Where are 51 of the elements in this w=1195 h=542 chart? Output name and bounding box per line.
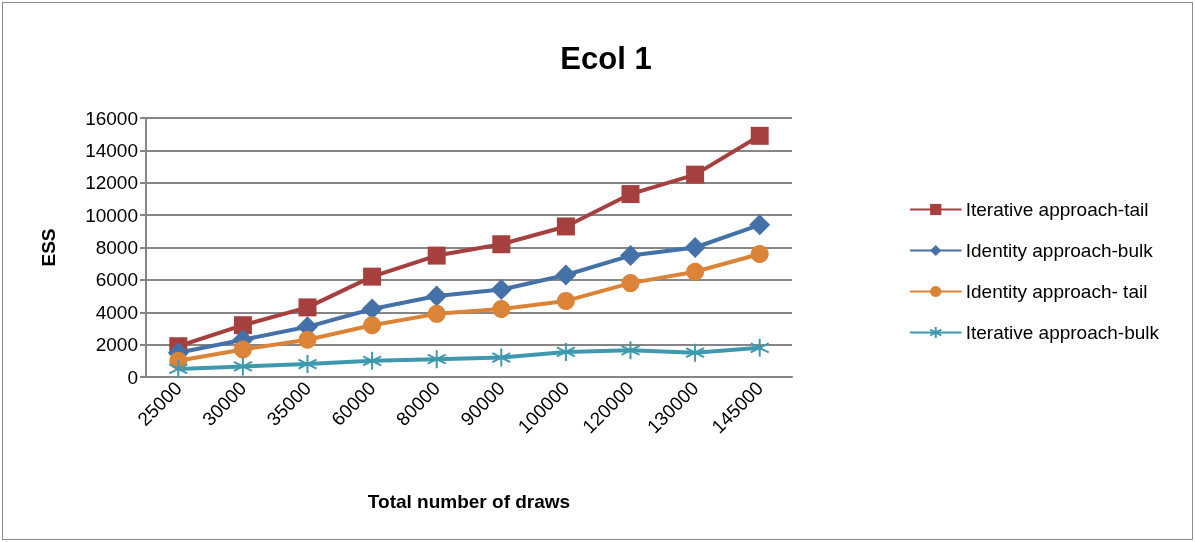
point bbox=[427, 304, 446, 323]
point bbox=[555, 264, 577, 286]
chart-title: Ecol 1 bbox=[560, 41, 652, 76]
point bbox=[426, 285, 448, 307]
point bbox=[620, 340, 641, 361]
point bbox=[750, 126, 769, 145]
y-tick-label: 16000 bbox=[85, 107, 138, 129]
point bbox=[685, 342, 706, 363]
legend-label: Identity approach- tail bbox=[965, 281, 1148, 302]
point bbox=[232, 356, 253, 377]
point bbox=[684, 237, 706, 258]
point bbox=[555, 341, 576, 362]
point bbox=[490, 279, 512, 301]
point bbox=[297, 354, 318, 375]
point bbox=[233, 340, 252, 359]
legend-label: Iterative approach-tail bbox=[965, 199, 1149, 220]
point bbox=[363, 316, 382, 335]
point bbox=[168, 358, 189, 379]
point bbox=[749, 214, 771, 236]
legend-label: Iterative approach-bulk bbox=[965, 322, 1160, 343]
y-tick-label: 6000 bbox=[95, 269, 138, 291]
point bbox=[620, 245, 641, 267]
point bbox=[556, 291, 575, 310]
point bbox=[492, 235, 511, 254]
point bbox=[556, 217, 575, 236]
y-tick-label: 2000 bbox=[95, 334, 138, 356]
y-tick-label: 0 bbox=[127, 366, 138, 388]
y-tick-label: 8000 bbox=[95, 237, 138, 258]
x-axis-title: Total number of draws bbox=[367, 491, 571, 512]
point bbox=[233, 316, 252, 335]
point bbox=[621, 274, 640, 293]
point bbox=[749, 337, 770, 358]
y-tick-label: 4000 bbox=[95, 301, 138, 323]
point bbox=[427, 246, 446, 265]
legend-label: Identity approach-bulk bbox=[965, 240, 1154, 261]
point bbox=[686, 262, 705, 281]
point bbox=[491, 347, 512, 368]
point bbox=[750, 244, 769, 263]
point bbox=[298, 330, 317, 349]
point bbox=[362, 350, 383, 371]
point bbox=[492, 300, 511, 319]
point bbox=[298, 298, 317, 317]
y-tick-label: 14000 bbox=[85, 139, 138, 161]
point bbox=[686, 165, 705, 184]
y-tick-label: 10000 bbox=[85, 204, 138, 226]
point bbox=[361, 298, 383, 320]
point bbox=[426, 349, 447, 370]
y-tick-label: 12000 bbox=[85, 172, 138, 194]
point bbox=[621, 185, 640, 204]
y-axis-title: ESS bbox=[38, 228, 59, 267]
point bbox=[363, 267, 382, 286]
